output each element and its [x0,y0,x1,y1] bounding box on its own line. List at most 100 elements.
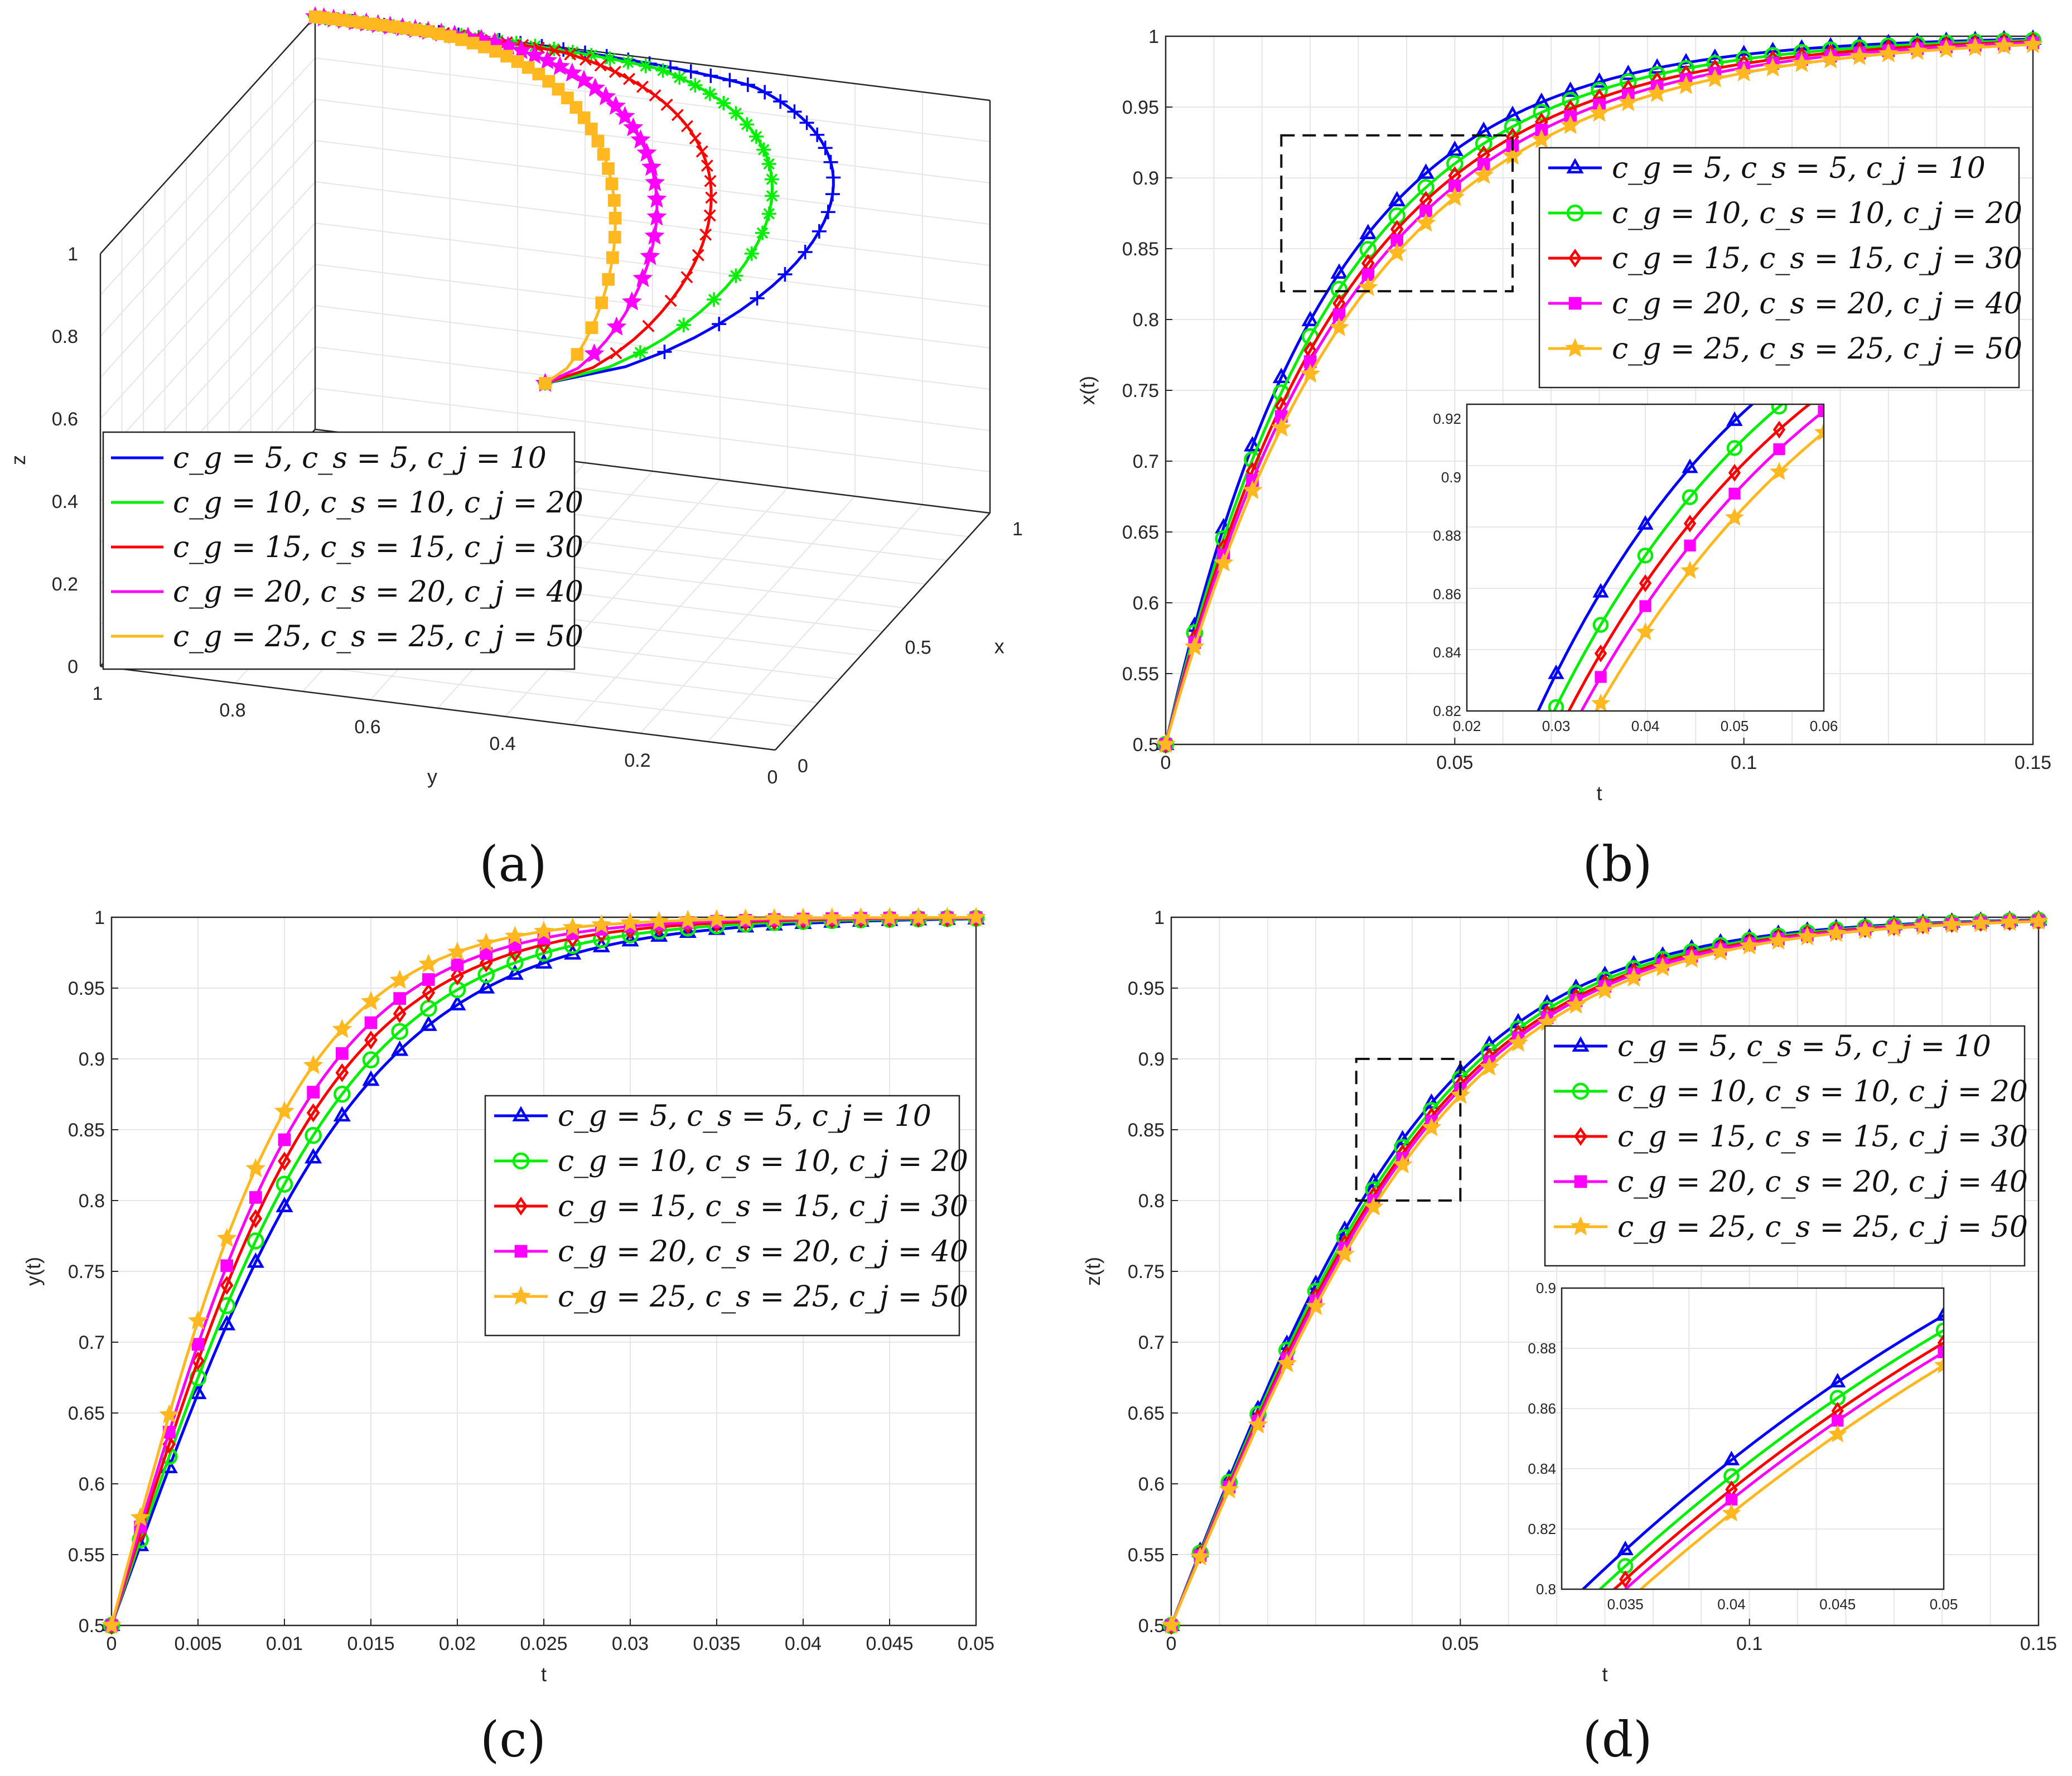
legend-label-2: c_g = 10, c_s = 10, c_j = 20 [1612,197,2022,230]
y-tick-label: 0.4 [489,733,515,754]
caption-d: (d) [1583,1711,1653,1768]
data-marker-1 [333,1106,351,1122]
inset-marker-1 [1637,515,1654,530]
inset-marker-3 [1728,463,1741,482]
inset-marker-2 [1682,489,1698,505]
data-marker-5 [1676,75,1696,94]
legend-marker-1 [1572,1036,1590,1052]
inset-series-line-1 [1581,1314,1944,1589]
data-marker-2 [276,1175,293,1193]
y-tick-label: 1 [93,683,103,704]
inset-series-line-2 [1598,1329,1944,1589]
data-marker-1 [1533,92,1551,108]
data-marker-1 [305,1148,322,1164]
data-marker-5 [1653,957,1673,976]
x-tick-label: 0.045 [866,1633,913,1654]
data-marker-5 [793,907,814,927]
data-marker-2 [448,981,466,999]
inset-marker-4 [1832,1415,1844,1427]
data-marker-5 [1618,92,1639,112]
trajectory-marker-1 [757,85,772,100]
trajectory-marker-4 [622,291,642,311]
data-marker-2 [420,1000,437,1017]
inset-y-tick-label: 0.9 [1536,1280,1556,1296]
x-tick-label: 0.025 [520,1633,567,1654]
grid-side-z [100,181,316,419]
data-marker-5 [130,1507,151,1527]
inset-y-tick-label: 0.88 [1433,528,1461,544]
trajectory-marker-3 [680,120,693,133]
data-marker-5 [1566,994,1586,1014]
data-marker-3 [220,1276,234,1295]
trajectory-marker-1 [818,141,833,156]
data-marker-5 [360,991,381,1010]
x-tick-label: 0.15 [2020,1633,2057,1654]
data-marker-5 [1965,37,1986,56]
inset-marker-2 [1726,440,1743,456]
trajectory-marker-1 [683,64,698,79]
trajectory-marker-5 [443,30,457,43]
data-marker-5 [1479,1056,1500,1076]
trajectory-marker-3 [692,249,704,262]
grid-back-z [315,222,991,307]
inset-marker-4 [1639,600,1651,612]
y-tick-label: 0.65 [68,1403,105,1424]
x-tick-label: 0.03 [612,1633,649,1654]
data-marker-4 [278,1133,291,1146]
data-marker-4 [364,1016,378,1029]
data-marker-5 [1421,1117,1442,1136]
trajectory-marker-5 [561,91,574,104]
data-marker-1 [218,1315,236,1330]
data-marker-5 [937,907,958,926]
data-marker-1 [535,953,553,969]
y-tick-label: 0.6 [1138,1474,1165,1495]
data-marker-5 [1936,38,1957,58]
trajectory-marker-4 [511,40,532,60]
y-tick-label: 0.85 [1122,239,1159,260]
inset-y-tick-label: 0.9 [1441,469,1461,486]
inset-series-line-2 [1552,404,1784,711]
inset-axes-box [1466,403,1825,712]
data-marker-5 [1907,41,1928,60]
data-marker-5 [216,1228,237,1247]
data-marker-4 [191,1338,205,1351]
trajectory-marker-2 [756,142,771,157]
inset-y-tick-label: 0.86 [1433,585,1461,602]
legend-label-4: c_g = 20, c_s = 20, c_j = 40 [1617,1165,2028,1199]
inset-marker-4 [1684,539,1696,551]
legend-label-2: c_g = 10, c_s = 10, c_j = 20 [173,486,583,520]
data-marker-1 [1562,81,1580,97]
data-marker-5 [1508,1032,1529,1052]
trajectory-marker-5 [602,273,615,286]
legend-marker-5 [1570,1216,1591,1236]
trajectory-marker-3 [689,132,702,145]
x-tick-label: 0 [1161,752,1171,773]
data-marker-5 [2028,911,2049,930]
inset-series [1581,1306,1944,1589]
legend-marker-2 [512,1152,530,1170]
z-tick-label: 0 [67,656,78,678]
y-tick-label: 0.8 [1138,1191,1165,1212]
data-marker-5 [562,917,583,936]
inset-marker-3 [1594,644,1607,662]
data-marker-5 [1826,923,1847,942]
data-marker-5 [1883,917,1904,937]
y-tick-label: 0.55 [1128,1545,1165,1566]
inset-x-tick-label: 0.04 [1717,1596,1746,1613]
data-marker-4 [249,1191,262,1204]
inset-series-line-4 [1623,1351,1944,1589]
inset-marker-3 [1772,420,1786,439]
inset-marker-5 [1680,560,1700,579]
legend-label-1: c_g = 5, c_s = 5, c_j = 10 [1617,1030,1991,1063]
legend-label-4: c_g = 20, c_s = 20, c_j = 40 [558,1235,968,1269]
trajectory-marker-5 [455,33,468,46]
trajectory-marker-2 [765,188,780,204]
y-tick-label: 0.7 [1133,451,1159,472]
trajectory-marker-5 [387,20,400,33]
trajectory-marker-1 [787,104,802,119]
data-marker-5 [678,909,698,929]
inset-axes-box [1561,1287,1945,1590]
inset-series-line-5 [1639,1364,1944,1589]
x-tick-label: 0 [107,1633,117,1654]
data-marker-5 [1161,1615,1182,1634]
